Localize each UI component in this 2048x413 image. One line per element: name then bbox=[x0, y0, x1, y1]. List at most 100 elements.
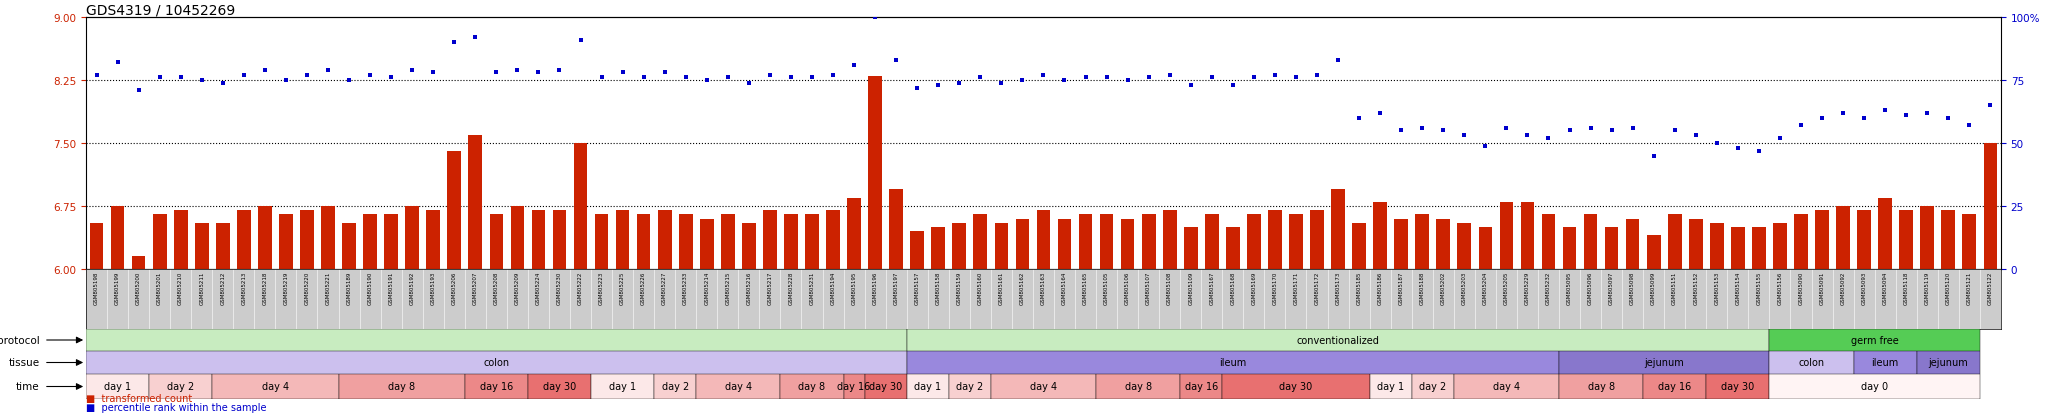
Bar bbox=[1921, 206, 1933, 269]
Point bbox=[1552, 128, 1585, 134]
Bar bbox=[1710, 223, 1724, 269]
Text: GSM805091: GSM805091 bbox=[1819, 271, 1825, 304]
Point bbox=[100, 60, 133, 66]
Point bbox=[901, 85, 934, 92]
Bar bbox=[1479, 228, 1493, 269]
Text: day 16: day 16 bbox=[479, 382, 512, 392]
Text: GSM805214: GSM805214 bbox=[705, 271, 709, 304]
Bar bbox=[1837, 206, 1849, 269]
Text: GSM805155: GSM805155 bbox=[1757, 271, 1761, 304]
Bar bbox=[1583, 215, 1597, 269]
Text: day 1: day 1 bbox=[104, 382, 131, 392]
Bar bbox=[911, 232, 924, 269]
Bar bbox=[150, 374, 213, 399]
Point bbox=[332, 78, 365, 84]
Text: GSM805095: GSM805095 bbox=[1567, 271, 1573, 304]
Text: GSM805223: GSM805223 bbox=[600, 271, 604, 304]
Bar bbox=[385, 215, 397, 269]
Point bbox=[1300, 72, 1333, 79]
Text: GSM805168: GSM805168 bbox=[1231, 271, 1235, 304]
Text: GSM805122: GSM805122 bbox=[1989, 271, 1993, 304]
Bar bbox=[1853, 351, 1917, 374]
Text: GSM805173: GSM805173 bbox=[1335, 271, 1341, 304]
Bar bbox=[1559, 374, 1642, 399]
Point bbox=[543, 67, 575, 74]
Point bbox=[922, 83, 954, 89]
Text: day 30: day 30 bbox=[1720, 382, 1755, 392]
Bar bbox=[995, 223, 1008, 269]
Bar bbox=[700, 219, 713, 269]
Text: GSM805094: GSM805094 bbox=[1882, 271, 1888, 304]
Bar bbox=[616, 211, 629, 269]
Text: GSM805197: GSM805197 bbox=[893, 271, 899, 304]
Text: GSM805096: GSM805096 bbox=[1587, 271, 1593, 304]
Bar bbox=[1016, 219, 1030, 269]
Text: day 4: day 4 bbox=[1493, 382, 1520, 392]
Bar bbox=[1120, 219, 1135, 269]
Bar bbox=[446, 152, 461, 269]
Point bbox=[502, 67, 535, 74]
Text: GSM805099: GSM805099 bbox=[1651, 271, 1657, 304]
Text: day 16: day 16 bbox=[838, 382, 870, 392]
Bar bbox=[465, 374, 528, 399]
Text: GSM805200: GSM805200 bbox=[135, 271, 141, 304]
Bar bbox=[532, 211, 545, 269]
Text: GSM805152: GSM805152 bbox=[1694, 271, 1698, 304]
Text: GSM805105: GSM805105 bbox=[1104, 271, 1110, 304]
Bar bbox=[1454, 374, 1559, 399]
Bar bbox=[678, 215, 692, 269]
Point bbox=[817, 72, 850, 79]
Text: GSM805187: GSM805187 bbox=[1399, 271, 1403, 304]
Bar bbox=[844, 374, 864, 399]
Bar bbox=[637, 215, 651, 269]
Bar bbox=[90, 223, 102, 269]
Text: GSM805219: GSM805219 bbox=[283, 271, 289, 304]
Point bbox=[1427, 128, 1460, 134]
Point bbox=[690, 78, 723, 84]
Text: GSM805164: GSM805164 bbox=[1063, 271, 1067, 304]
Bar bbox=[1458, 223, 1470, 269]
Bar bbox=[1268, 211, 1282, 269]
Point bbox=[270, 78, 303, 84]
Point bbox=[795, 75, 827, 82]
Text: day 8: day 8 bbox=[1587, 382, 1614, 392]
Point bbox=[1049, 78, 1081, 84]
Text: GSM805157: GSM805157 bbox=[915, 271, 920, 304]
Text: colon: colon bbox=[1798, 358, 1825, 368]
Text: colon: colon bbox=[483, 358, 510, 368]
Text: GSM805230: GSM805230 bbox=[557, 271, 561, 304]
Bar bbox=[426, 211, 440, 269]
Text: germ free: germ free bbox=[1851, 335, 1898, 345]
Text: GSM805211: GSM805211 bbox=[199, 271, 205, 304]
Point bbox=[1006, 78, 1038, 84]
Bar bbox=[510, 206, 524, 269]
Bar bbox=[1985, 144, 1997, 269]
Text: GSM805202: GSM805202 bbox=[1440, 271, 1446, 304]
Point bbox=[881, 57, 913, 64]
Bar bbox=[1247, 215, 1262, 269]
Text: GSM805196: GSM805196 bbox=[872, 271, 879, 304]
Text: jejunum: jejunum bbox=[1645, 358, 1683, 368]
Bar bbox=[469, 135, 481, 269]
Point bbox=[965, 75, 997, 82]
Bar bbox=[1769, 374, 1980, 399]
Bar bbox=[784, 215, 799, 269]
Text: GSM805118: GSM805118 bbox=[1905, 271, 1909, 304]
Text: GSM805213: GSM805213 bbox=[242, 271, 246, 304]
Text: day 2: day 2 bbox=[1419, 382, 1446, 392]
Text: GSM805208: GSM805208 bbox=[494, 271, 500, 304]
Bar bbox=[1204, 215, 1219, 269]
Point bbox=[563, 37, 596, 44]
Point bbox=[164, 75, 197, 82]
Point bbox=[1784, 123, 1817, 129]
Text: GSM805225: GSM805225 bbox=[621, 271, 625, 304]
Point bbox=[123, 88, 156, 94]
Point bbox=[1112, 78, 1145, 84]
Bar bbox=[764, 211, 776, 269]
Text: day 30: day 30 bbox=[543, 382, 575, 392]
Bar bbox=[973, 215, 987, 269]
Text: conventionalized: conventionalized bbox=[1296, 335, 1380, 345]
Bar bbox=[1667, 215, 1681, 269]
Bar bbox=[1520, 202, 1534, 269]
Point bbox=[143, 75, 176, 82]
